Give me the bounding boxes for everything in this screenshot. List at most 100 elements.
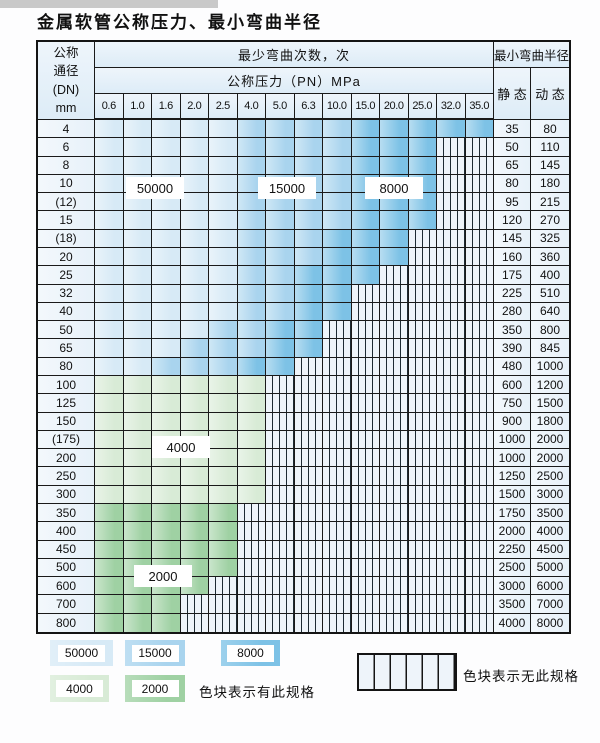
spec-cell [266, 321, 295, 340]
spec-cell [152, 120, 181, 139]
spec-cell [123, 540, 152, 559]
spec-cell [351, 248, 380, 267]
dynamic-radius-cell: 145 [531, 156, 569, 175]
spec-cell [266, 120, 295, 139]
spec-cell [95, 558, 124, 578]
no-spec-cell [323, 412, 352, 431]
spec-cell [408, 120, 437, 139]
no-spec-cell [465, 504, 494, 523]
dn-cell: 700 [38, 595, 95, 614]
no-spec-cell [237, 595, 266, 614]
no-spec-cell [465, 284, 494, 303]
spec-cell [380, 138, 409, 157]
no-spec-cell [266, 376, 295, 395]
no-spec-cell [437, 504, 466, 523]
no-spec-cell [437, 558, 466, 578]
legend-swatch-50000: 50000 [50, 640, 113, 666]
spec-cell [237, 138, 266, 157]
overlay-label-2000: 2000 [134, 565, 192, 587]
no-spec-cell [380, 540, 409, 559]
dynamic-radius-cell: 400 [531, 266, 569, 285]
dynamic-radius-cell: 510 [531, 284, 569, 303]
dynamic-radius-cell: 2000 [531, 430, 569, 450]
no-spec-cell [237, 522, 266, 541]
static-radius-cell: 95 [494, 193, 531, 212]
no-spec-cell [465, 193, 494, 212]
spec-cell [266, 357, 295, 376]
no-spec-cell [323, 595, 352, 614]
spec-cell [323, 156, 352, 175]
spec-cell [323, 138, 352, 157]
no-spec-cell [323, 504, 352, 523]
no-spec-cell [437, 339, 466, 358]
spec-cell [123, 248, 152, 267]
spec-cell [152, 266, 181, 285]
spec-cell [323, 174, 352, 194]
spec-cell [266, 156, 295, 175]
no-spec-cell [437, 613, 466, 632]
dynamic-radius-cell: 80 [531, 120, 569, 139]
spec-cell [209, 211, 238, 230]
spec-cell [209, 339, 238, 358]
no-spec-cell [266, 577, 295, 596]
no-spec-cell [351, 449, 380, 468]
no-spec-cell [294, 394, 323, 413]
spec-cell [123, 211, 152, 230]
static-radius-cell: 2500 [494, 558, 531, 578]
no-spec-cell [465, 595, 494, 614]
no-spec-cell [408, 449, 437, 468]
spec-cell [152, 595, 181, 614]
no-spec-cell [465, 394, 494, 413]
no-spec-cell [437, 321, 466, 340]
no-spec-cell [437, 449, 466, 468]
spec-cell [237, 248, 266, 267]
dynamic-radius-cell: 1500 [531, 394, 569, 413]
spec-cell [237, 229, 266, 248]
spec-cell [209, 376, 238, 395]
spec-cell [95, 504, 124, 523]
static-radius-cell: 280 [494, 302, 531, 322]
no-spec-cell [465, 540, 494, 559]
dn-cell: 8 [38, 156, 95, 175]
spec-cell [294, 229, 323, 248]
no-spec-cell [294, 577, 323, 596]
static-radius-cell: 900 [494, 412, 531, 431]
pressure-column-header: 4.0 [237, 94, 266, 120]
spec-cell [95, 357, 124, 376]
static-radius-cell: 3500 [494, 595, 531, 614]
dn-cell: 350 [38, 504, 95, 523]
no-spec-cell [351, 577, 380, 596]
no-spec-cell [323, 394, 352, 413]
static-radius-cell: 120 [494, 211, 531, 230]
spec-cell [152, 211, 181, 230]
no-spec-cell [351, 558, 380, 578]
no-spec-cell [323, 540, 352, 559]
no-spec-cell [465, 376, 494, 395]
spec-cell [266, 302, 295, 322]
no-spec-cell [437, 302, 466, 322]
spec-cell [123, 412, 152, 431]
spec-cell [123, 229, 152, 248]
no-spec-cell [180, 613, 209, 632]
dynamic-radius-cell: 2500 [531, 467, 569, 486]
spec-cell [123, 266, 152, 285]
spec-cell [152, 376, 181, 395]
dynamic-radius-cell: 215 [531, 193, 569, 212]
dn-cell: 10 [38, 174, 95, 194]
no-spec-cell [408, 357, 437, 376]
spec-cell [237, 211, 266, 230]
no-spec-cell [323, 522, 352, 541]
spec-cell [123, 394, 152, 413]
spec-cell [209, 174, 238, 194]
header-dn-line: mm [55, 101, 77, 115]
spec-cell [237, 321, 266, 340]
dn-cell: (175) [38, 430, 95, 450]
no-spec-cell [323, 357, 352, 376]
spec-cell [294, 211, 323, 230]
spec-cell [209, 156, 238, 175]
pressure-column-header: 0.6 [95, 94, 124, 120]
static-radius-cell: 600 [494, 376, 531, 395]
no-spec-cell [437, 540, 466, 559]
static-radius-cell: 160 [494, 248, 531, 267]
no-spec-cell [465, 248, 494, 267]
